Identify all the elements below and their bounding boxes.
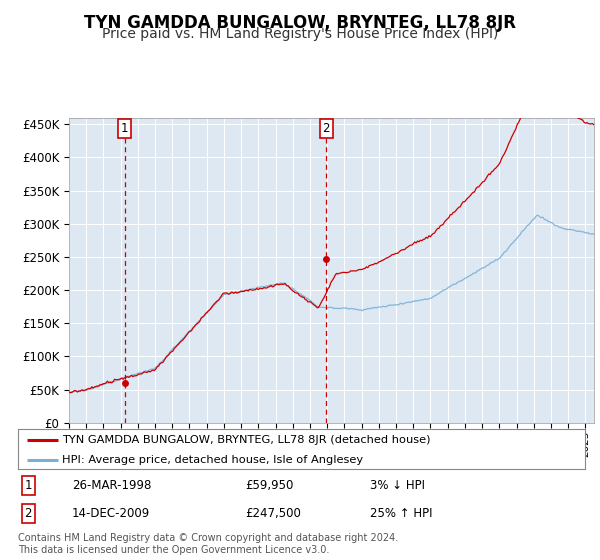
- Text: Price paid vs. HM Land Registry's House Price Index (HPI): Price paid vs. HM Land Registry's House …: [102, 27, 498, 41]
- Text: 25% ↑ HPI: 25% ↑ HPI: [370, 507, 432, 520]
- Text: Contains HM Land Registry data © Crown copyright and database right 2024.
This d: Contains HM Land Registry data © Crown c…: [18, 533, 398, 555]
- Text: £247,500: £247,500: [245, 507, 301, 520]
- Text: 1: 1: [121, 123, 128, 136]
- Text: 2: 2: [25, 507, 32, 520]
- Text: 1: 1: [25, 479, 32, 492]
- Text: 3% ↓ HPI: 3% ↓ HPI: [370, 479, 425, 492]
- Text: HPI: Average price, detached house, Isle of Anglesey: HPI: Average price, detached house, Isle…: [62, 455, 364, 465]
- Text: 26-MAR-1998: 26-MAR-1998: [72, 479, 151, 492]
- Text: TYN GAMDDA BUNGALOW, BRYNTEG, LL78 8JR (detached house): TYN GAMDDA BUNGALOW, BRYNTEG, LL78 8JR (…: [62, 435, 431, 445]
- Text: 14-DEC-2009: 14-DEC-2009: [72, 507, 150, 520]
- Text: 2: 2: [323, 123, 330, 136]
- Text: TYN GAMDDA BUNGALOW, BRYNTEG, LL78 8JR: TYN GAMDDA BUNGALOW, BRYNTEG, LL78 8JR: [84, 14, 516, 32]
- Text: £59,950: £59,950: [245, 479, 293, 492]
